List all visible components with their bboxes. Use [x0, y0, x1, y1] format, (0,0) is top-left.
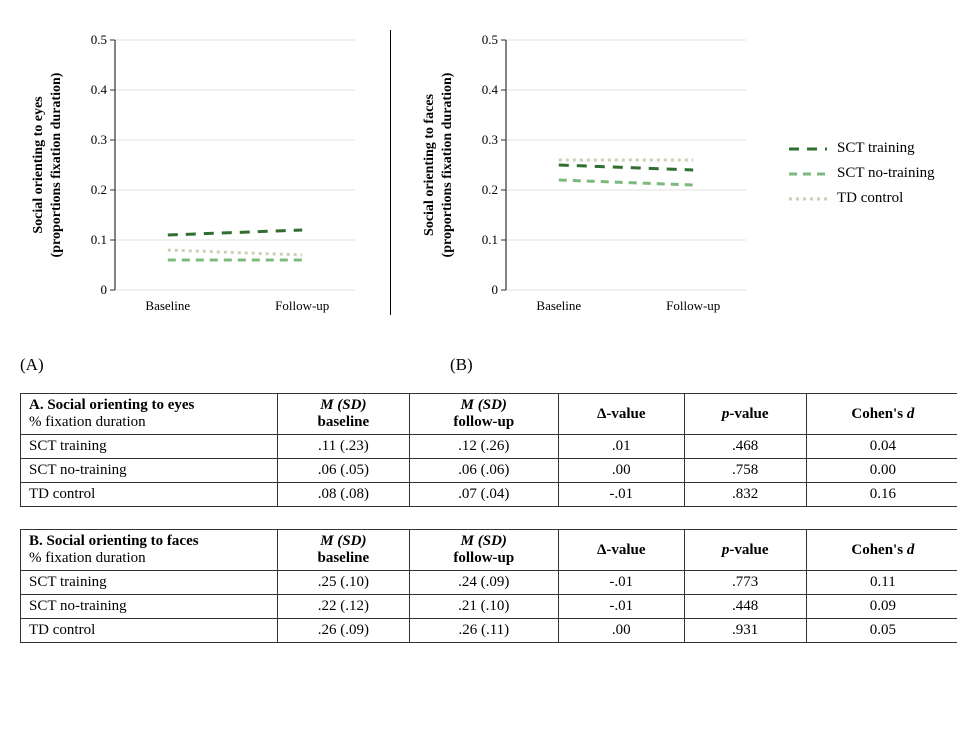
panel-label-a: (A): [20, 355, 450, 375]
svg-text:Baseline: Baseline: [536, 298, 581, 313]
legend-item: SCT training: [789, 140, 935, 157]
svg-text:0.1: 0.1: [482, 232, 498, 247]
chart-b: 0 0.1 0.2 0.3 0.4 0.5 Baseline Follow-up Social …: [411, 20, 771, 325]
svg-text:Follow-up: Follow-up: [275, 298, 329, 313]
svg-text:Social orienting to faces: Social orienting to faces: [422, 93, 437, 235]
svg-text:0.3: 0.3: [91, 132, 107, 147]
legend-label: TD control: [837, 190, 903, 207]
svg-text:0.4: 0.4: [482, 82, 499, 97]
svg-text:0: 0: [492, 282, 499, 297]
svg-text:0.4: 0.4: [91, 82, 108, 97]
panel-label-b: (B): [450, 355, 473, 375]
chart-a: 0 0.1 0.2 0.3 0.4 0.5 Baseline Follow-up Social …: [20, 20, 380, 325]
table-row: SCT training.11 (.23).12 (.26).01.4680.0…: [21, 435, 957, 459]
chart-b-svg: 0 0.1 0.2 0.3 0.4 0.5 Baseline Follow-up Social …: [411, 20, 771, 320]
chart-divider: [390, 30, 391, 315]
table-row: TD control.26 (.09).26 (.11).00.9310.05: [21, 619, 957, 643]
table-b: B. Social orienting to faces% fixation d…: [20, 529, 957, 643]
legend-label: SCT training: [837, 140, 915, 157]
table-a: A. Social orienting to eyes% fixation du…: [20, 393, 957, 507]
svg-text:Baseline: Baseline: [145, 298, 190, 313]
table-row: SCT training.25 (.10).24 (.09)-.01.7730.…: [21, 571, 957, 595]
table-row: TD control.08 (.08).07 (.04)-.01.8320.16: [21, 483, 957, 507]
svg-text:0.2: 0.2: [482, 182, 498, 197]
svg-text:Social orienting to eyes: Social orienting to eyes: [31, 96, 46, 234]
svg-text:0.5: 0.5: [482, 32, 498, 47]
chart-a-svg: 0 0.1 0.2 0.3 0.4 0.5 Baseline Follow-up Social …: [20, 20, 380, 320]
svg-text:Follow-up: Follow-up: [666, 298, 720, 313]
table-row: SCT no-training.22 (.12).21 (.10)-.01.44…: [21, 595, 957, 619]
legend-item: TD control: [789, 190, 935, 207]
svg-text:(proportions fixation duration: (proportions fixation duration): [440, 72, 455, 257]
svg-text:0: 0: [101, 282, 108, 297]
charts-row: 0 0.1 0.2 0.3 0.4 0.5 Baseline Follow-up Social …: [20, 20, 937, 325]
svg-text:0.2: 0.2: [91, 182, 107, 197]
legend-label: SCT no-training: [837, 165, 935, 182]
svg-text:0.5: 0.5: [91, 32, 107, 47]
svg-text:0.3: 0.3: [482, 132, 498, 147]
svg-text:0.1: 0.1: [91, 232, 107, 247]
panel-labels: (A) (B): [20, 355, 937, 375]
table-row: SCT no-training.06 (.05).06 (.06).00.758…: [21, 459, 957, 483]
svg-text:(proportions fixation duration: (proportions fixation duration): [49, 72, 64, 257]
legend-item: SCT no-training: [789, 165, 935, 182]
legend: SCT training SCT no-training TD control: [789, 140, 935, 215]
